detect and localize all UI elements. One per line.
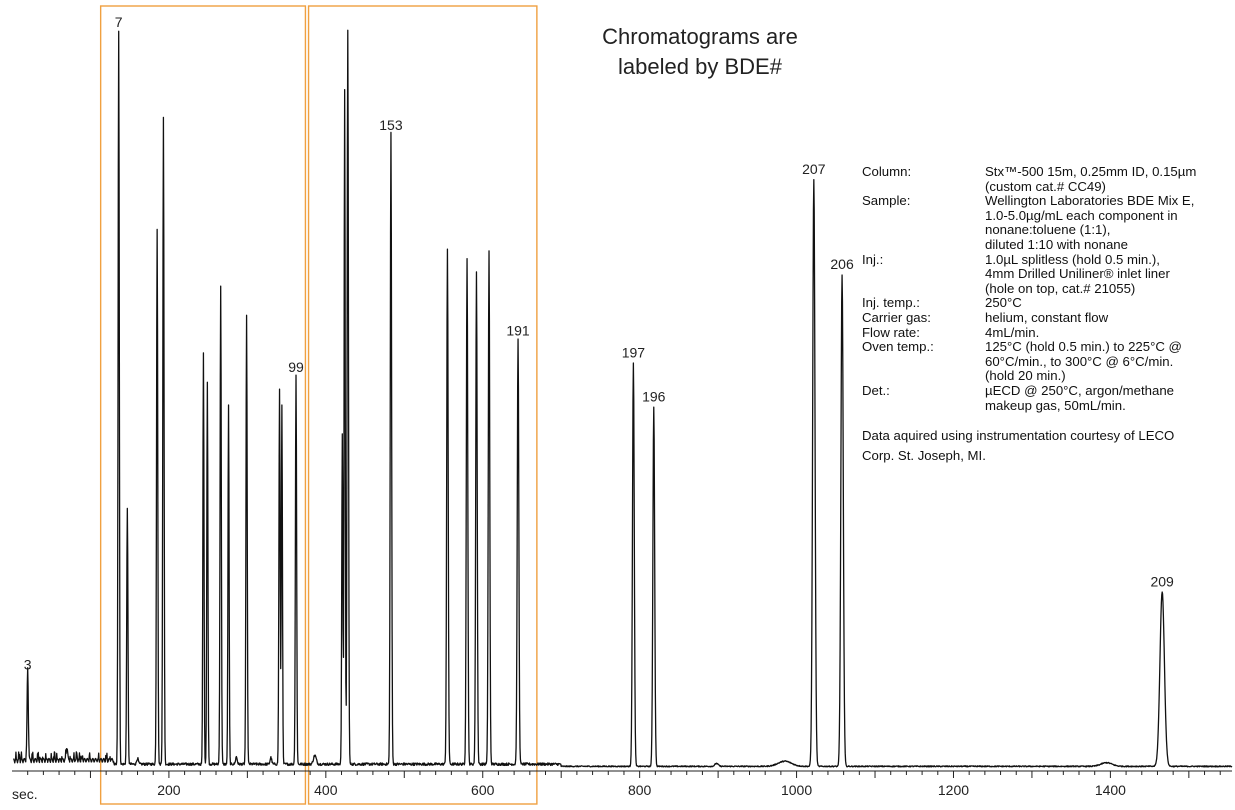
condition-row-inj-temp: Inj. temp.: 250°C	[862, 296, 1234, 311]
conditions-panel: Column: Stx™-500 15m, 0.25mm ID, 0.15µm …	[862, 164, 1234, 466]
condition-row-flow-rate: Flow rate: 4mL/min.	[862, 324, 1234, 341]
condition-value: Wellington Laboratories BDE Mix E, 1.0-5…	[985, 193, 1195, 252]
x-tick-label: 600	[471, 782, 495, 798]
chart-title-line-1: Chromatograms are	[602, 24, 798, 49]
x-tick-label: 800	[628, 782, 652, 798]
condition-row-detector: Det.: µECD @ 250°C, argon/methane makeup…	[862, 382, 1234, 413]
peak-label-3: 3	[24, 656, 32, 672]
condition-label: Flow rate:	[862, 324, 920, 340]
condition-label: Carrier gas:	[862, 309, 931, 325]
highlight-box-2	[307, 5, 538, 805]
peak-label-196: 196	[642, 388, 666, 404]
x-tick-label: 1400	[1095, 782, 1126, 798]
peak-label-209: 209	[1150, 573, 1174, 589]
condition-value: 250°C	[985, 295, 1022, 311]
peak-label-191: 191	[506, 322, 530, 338]
peak-label-207: 207	[802, 161, 826, 177]
condition-label: Inj.:	[862, 251, 884, 267]
chromatogram-trace	[12, 29, 1233, 768]
condition-value: Stx™-500 15m, 0.25mm ID, 0.15µm (custom …	[985, 164, 1197, 194]
x-tick-label: 1000	[781, 782, 812, 798]
chart-title: Chromatograms are labeled by BDE#	[560, 22, 840, 82]
condition-value: µECD @ 250°C, argon/methane makeup gas, …	[985, 382, 1174, 413]
x-axis-label: sec.	[12, 786, 38, 802]
condition-label: Sample:	[862, 193, 911, 209]
condition-row-column: Column: Stx™-500 15m, 0.25mm ID, 0.15µm …	[862, 164, 1234, 194]
peak-label-153: 153	[379, 117, 403, 133]
condition-value: helium, constant flow	[985, 309, 1109, 325]
x-tick-label: 1200	[938, 782, 969, 798]
chart-title-line-2: labeled by BDE#	[618, 54, 782, 79]
condition-value: 1.0µL splitless (hold 0.5 min.), 4mm Dri…	[985, 251, 1170, 296]
condition-row-carrier-gas: Carrier gas: helium, constant flow	[862, 309, 1234, 326]
x-tick-label: 200	[157, 782, 181, 798]
condition-label: Det.:	[862, 382, 890, 398]
peak-label-206: 206	[830, 256, 854, 272]
condition-row-oven-temp: Oven temp.: 125°C (hold 0.5 min.) to 225…	[862, 339, 1234, 384]
peak-label-99: 99	[288, 359, 304, 375]
highlight-box-1	[99, 5, 307, 805]
condition-row-sample: Sample: Wellington Laboratories BDE Mix …	[862, 193, 1234, 252]
condition-label: Inj. temp.:	[862, 295, 920, 311]
condition-row-injection: Inj.: 1.0µL splitless (hold 0.5 min.), 4…	[862, 251, 1234, 297]
x-tick-label: 400	[314, 782, 338, 798]
condition-value: 4mL/min.	[985, 324, 1040, 340]
peak-label-197: 197	[622, 344, 646, 360]
instrument-credit-note: Data aquired using instrumentation court…	[862, 428, 1175, 464]
condition-value: 125°C (hold 0.5 min.) to 225°C @ 60°C/mi…	[985, 339, 1182, 384]
condition-label: Oven temp.:	[862, 339, 934, 355]
condition-label: Column:	[862, 164, 912, 179]
peak-label-7: 7	[115, 14, 123, 30]
